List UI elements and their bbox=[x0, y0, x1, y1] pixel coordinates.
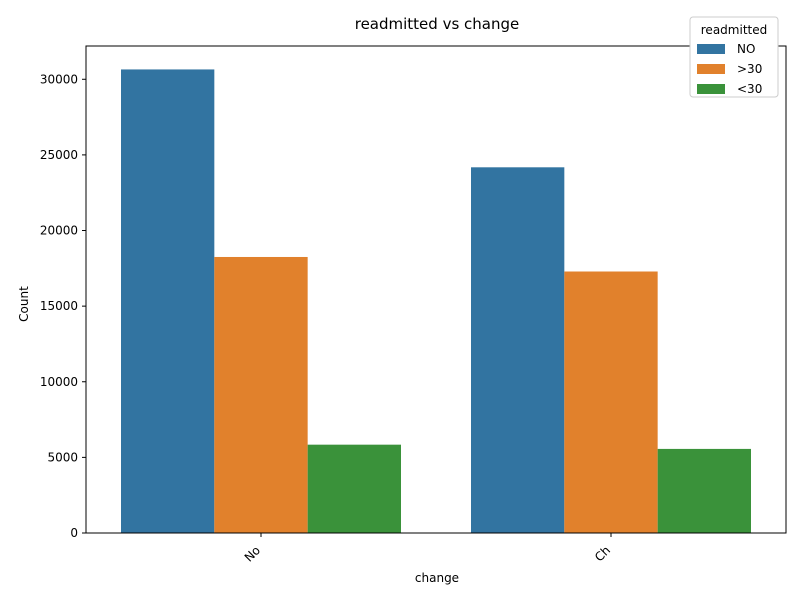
y-axis-label: Count bbox=[17, 286, 31, 322]
y-tick-label-6: 30000 bbox=[40, 72, 78, 86]
bar-no-no bbox=[121, 69, 215, 533]
plot-frame bbox=[85, 45, 787, 534]
y-tick-label-1: 5000 bbox=[47, 450, 78, 464]
bar-no-30 bbox=[307, 444, 401, 533]
y-tick-label-3: 15000 bbox=[40, 299, 78, 313]
y-ticks: 0 5000 10000 15000 20000 25000 30000 bbox=[40, 72, 86, 540]
legend-title: readmitted bbox=[701, 23, 767, 37]
bar-ch-30 bbox=[564, 271, 658, 533]
legend-swatch-1 bbox=[697, 64, 725, 74]
bar-ch-no bbox=[471, 167, 565, 534]
legend-label-1: >30 bbox=[737, 62, 762, 76]
legend-label-2: <30 bbox=[737, 82, 762, 96]
legend-swatch-0 bbox=[697, 44, 725, 54]
y-tick-label-4: 20000 bbox=[40, 224, 78, 238]
bar-ch-30 bbox=[657, 448, 751, 533]
legend-box bbox=[689, 16, 779, 98]
chart-title: readmitted vs change bbox=[355, 15, 520, 33]
y-tick-label-2: 10000 bbox=[40, 375, 78, 389]
bars bbox=[121, 69, 751, 534]
y-tick-label-5: 25000 bbox=[40, 148, 78, 162]
legend: readmitted NO >30 <30 bbox=[689, 16, 779, 98]
y-tick-label-0: 0 bbox=[70, 526, 78, 540]
bar-no-30 bbox=[214, 256, 308, 533]
axes bbox=[85, 45, 787, 534]
legend-swatch-2 bbox=[697, 84, 725, 94]
x-axis-label: change bbox=[415, 571, 459, 585]
legend-label-0: NO bbox=[737, 42, 755, 56]
